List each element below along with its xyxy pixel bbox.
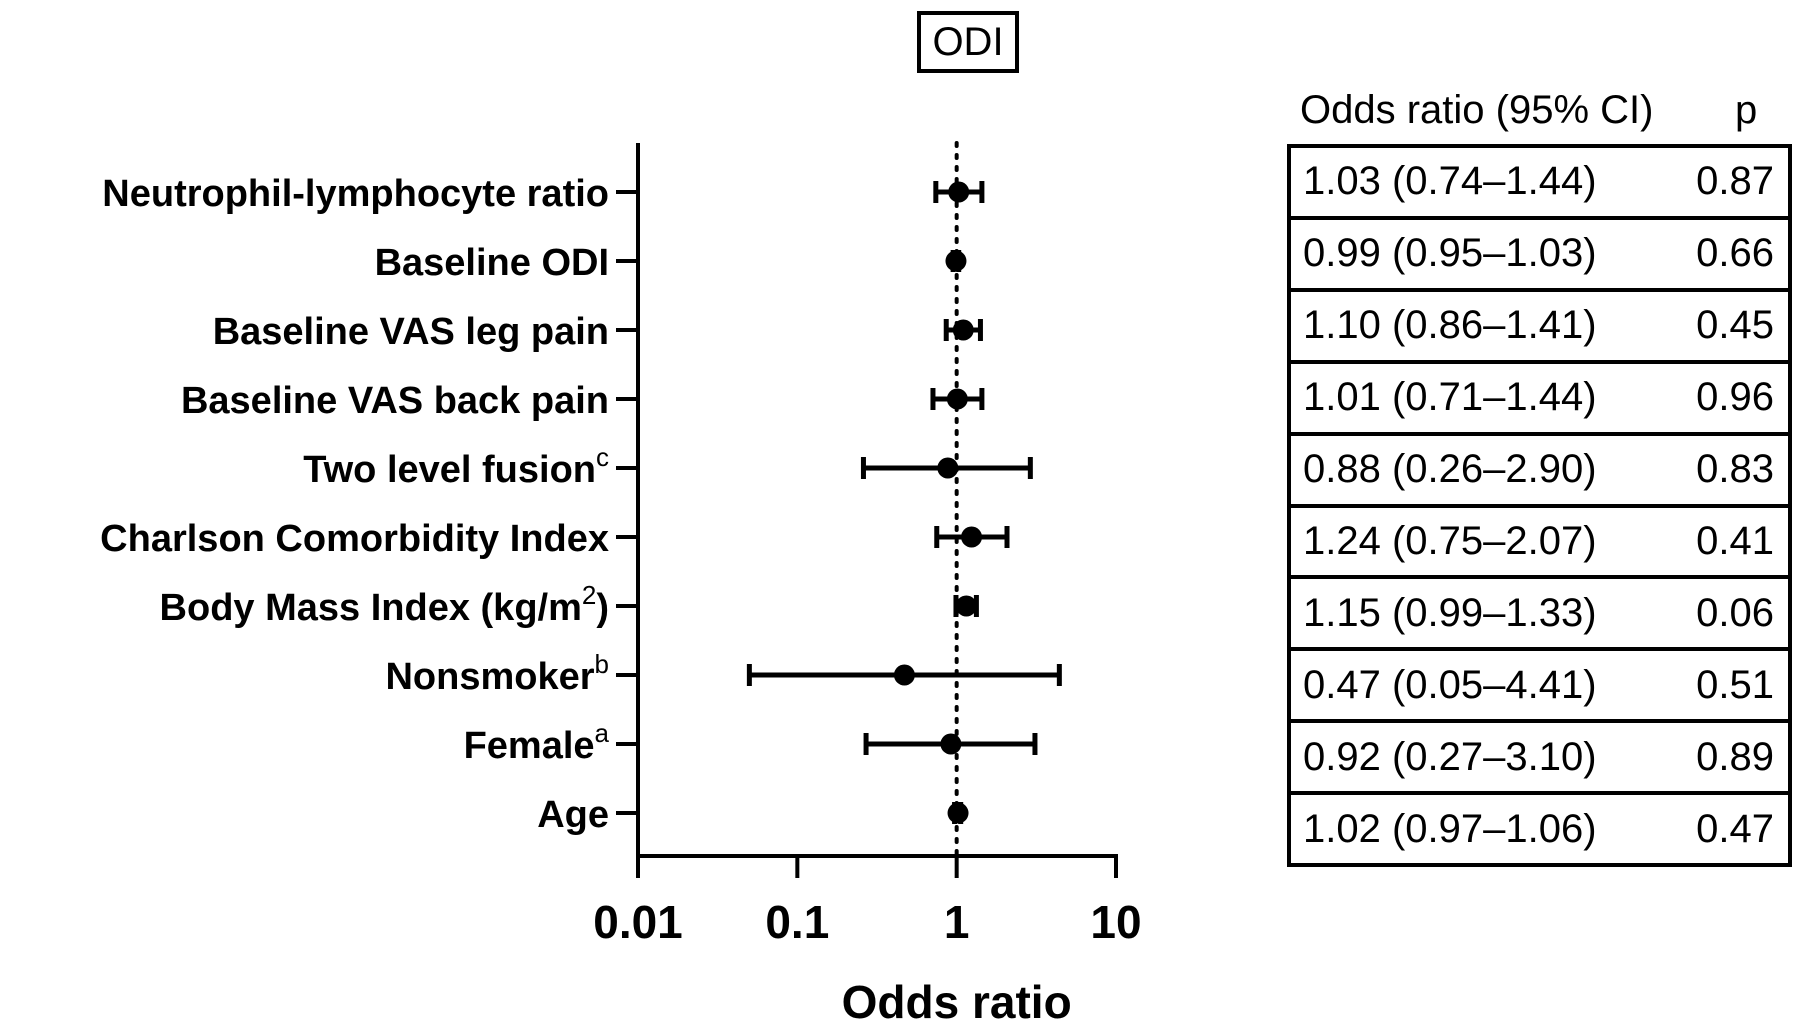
ci-text: 1.24 (0.75–2.07) — [1303, 518, 1597, 563]
p-value: 0.51 — [1696, 662, 1774, 707]
ci-text: 1.02 (0.97–1.06) — [1303, 806, 1597, 851]
table-row: 1.01 (0.71–1.44) 0.96 — [1291, 364, 1788, 436]
p-value: 0.47 — [1696, 806, 1774, 851]
p-value: 0.66 — [1696, 231, 1774, 276]
p-value: 0.96 — [1696, 375, 1774, 420]
row-label: Baseline VAS leg pain — [213, 311, 609, 353]
table-row: 0.47 (0.05–4.41) 0.51 — [1291, 651, 1788, 724]
point-estimate — [955, 595, 977, 617]
odds-ratio-table: 1.03 (0.74–1.44) 0.87 0.99 (0.95–1.03) 0.66… — [1287, 144, 1792, 867]
point-estimate — [948, 181, 970, 203]
point-estimate — [945, 250, 967, 272]
point-estimate — [946, 388, 968, 410]
row-label: Baseline ODI — [375, 242, 609, 284]
ci-text: 1.03 (0.74–1.44) — [1303, 159, 1597, 204]
table-header-odds-ratio: Odds ratio (95% CI) — [1300, 88, 1654, 132]
point-estimate — [937, 457, 959, 479]
table-row: 1.03 (0.74–1.44) 0.87 — [1291, 148, 1788, 220]
row-label: Nonsmokerb — [385, 649, 609, 698]
table-row: 0.88 (0.26–2.90) 0.83 — [1291, 436, 1788, 508]
table-header-p: p — [1735, 88, 1758, 132]
row-label: Body Mass Index (kg/m2) — [160, 580, 609, 629]
x-tick-label: 0.01 — [593, 896, 683, 948]
point-estimate — [952, 319, 974, 341]
ci-text: 1.10 (0.86–1.41) — [1303, 303, 1597, 348]
ci-text: 0.99 (0.95–1.03) — [1303, 231, 1597, 276]
point-estimate — [940, 733, 962, 755]
chart-title: ODI — [917, 11, 1019, 73]
p-value: 0.83 — [1696, 447, 1774, 492]
x-tick-label: 0.1 — [765, 896, 829, 948]
ci-text: 0.47 (0.05–4.41) — [1303, 662, 1597, 707]
x-tick-label: 1 — [944, 896, 970, 948]
table-row: 0.99 (0.95–1.03) 0.66 — [1291, 220, 1788, 292]
ci-text: 0.92 (0.27–3.10) — [1303, 734, 1597, 779]
p-value: 0.45 — [1696, 303, 1774, 348]
table-row: 1.10 (0.86–1.41) 0.45 — [1291, 292, 1788, 364]
p-value: 0.06 — [1696, 590, 1774, 635]
ci-text: 1.01 (0.71–1.44) — [1303, 375, 1597, 420]
row-label: Femalea — [464, 718, 610, 767]
row-label: Baseline VAS back pain — [181, 380, 609, 422]
row-label: Charlson Comorbidity Index — [100, 518, 609, 560]
x-tick-label: 10 — [1090, 896, 1141, 948]
table-row: 1.02 (0.97–1.06) 0.47 — [1291, 795, 1788, 863]
p-value: 0.89 — [1696, 734, 1774, 779]
row-label: Neutrophil-lymphocyte ratio — [102, 173, 609, 215]
row-label: Age — [537, 794, 609, 836]
row-label: Two level fusionc — [303, 442, 609, 491]
ci-text: 0.88 (0.26–2.90) — [1303, 447, 1597, 492]
point-estimate — [947, 802, 969, 824]
point-estimate — [893, 664, 915, 686]
x-axis-title: Odds ratio — [842, 976, 1072, 1028]
p-value: 0.41 — [1696, 518, 1774, 563]
ci-text: 1.15 (0.99–1.33) — [1303, 590, 1597, 635]
p-value: 0.87 — [1696, 159, 1774, 204]
point-estimate — [961, 526, 983, 548]
table-row: 1.24 (0.75–2.07) 0.41 — [1291, 508, 1788, 580]
table-row: 0.92 (0.27–3.10) 0.89 — [1291, 723, 1788, 796]
table-row: 1.15 (0.99–1.33) 0.06 — [1291, 579, 1788, 652]
